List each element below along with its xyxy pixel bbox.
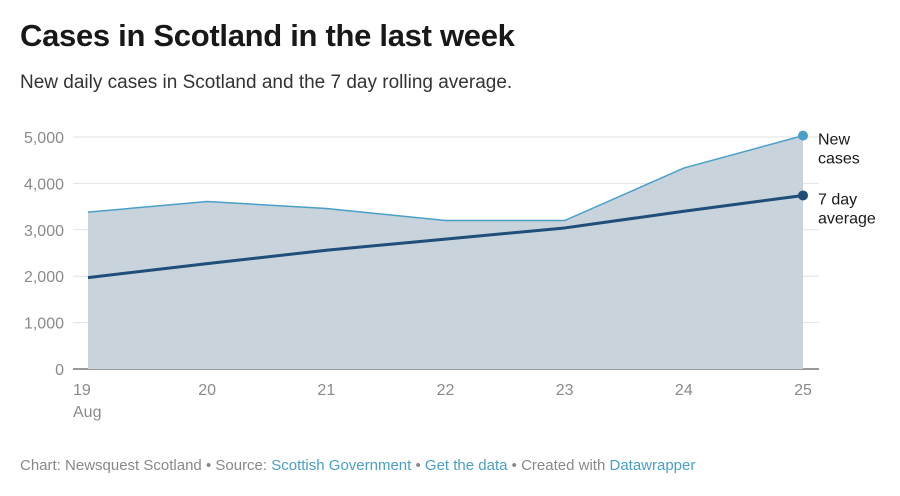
new-cases-area bbox=[88, 135, 803, 369]
y-tick-label: 3,000 bbox=[24, 223, 64, 240]
chart-subtitle: New daily cases in Scotland and the 7 da… bbox=[20, 72, 513, 93]
x-tick-label: 24 bbox=[675, 382, 693, 399]
average-series-label: average bbox=[818, 210, 876, 227]
x-tick-label: 23 bbox=[556, 382, 574, 399]
chart-title: Cases in Scotland in the last week bbox=[20, 18, 515, 53]
get-data-link[interactable]: Get the data bbox=[424, 457, 508, 474]
y-tick-label: 5,000 bbox=[24, 130, 64, 147]
new-cases-series-label: New bbox=[818, 132, 850, 149]
average-line bbox=[87, 193, 804, 280]
y-tick-label: 0 bbox=[55, 362, 64, 379]
new-cases-line bbox=[87, 134, 804, 222]
average-series-label: 7 day bbox=[818, 191, 857, 208]
new-cases-series-label: cases bbox=[818, 151, 860, 168]
chart-credit: Chart: Newsquest Scotland bbox=[20, 457, 202, 474]
new-cases-endpoint bbox=[798, 130, 808, 141]
x-tick-label: 21 bbox=[317, 382, 335, 399]
x-tick-label: 20 bbox=[198, 382, 216, 399]
y-tick-label: 4,000 bbox=[24, 176, 64, 193]
chart-area: 0 1,000 2,000 3,000 4,000 5,000 19 20 21 22 23 24 2… bbox=[24, 130, 876, 421]
datawrapper-link[interactable]: Datawrapper bbox=[609, 457, 696, 474]
x-tick-label: 25 bbox=[794, 382, 812, 399]
average-endpoint bbox=[798, 190, 808, 201]
footer: Chart: Newsquest Scotland • Source: Scot… bbox=[20, 457, 696, 474]
x-tick-sublabel: Aug bbox=[73, 404, 101, 421]
x-tick-label: 22 bbox=[437, 382, 455, 399]
source-link[interactable]: Scottish Government bbox=[271, 457, 412, 474]
x-tick-label: 19 bbox=[73, 382, 91, 399]
y-tick-label: 2,000 bbox=[24, 269, 64, 286]
y-tick-label: 1,000 bbox=[24, 316, 64, 333]
